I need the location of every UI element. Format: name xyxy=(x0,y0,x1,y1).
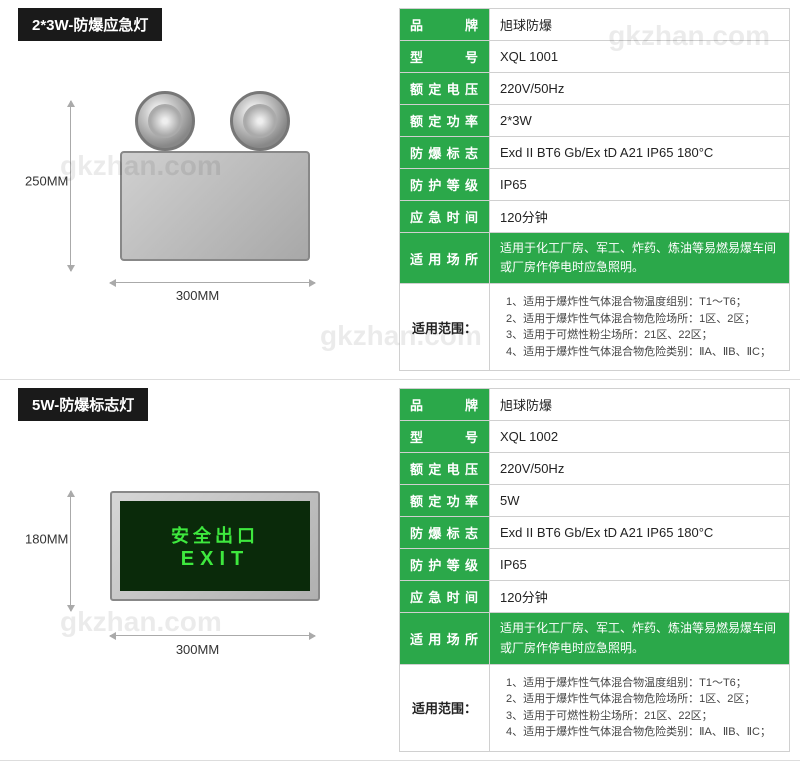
dimension-horizontal: 300MM xyxy=(176,642,219,657)
table-row: 防护等级IP65 xyxy=(400,549,790,581)
table-row: 防护等级IP65 xyxy=(400,169,790,201)
spec-value: 旭球防爆 xyxy=(490,389,790,421)
lamp-left-icon xyxy=(135,91,195,151)
spec-label: 防爆标志 xyxy=(400,137,490,169)
product-2-image-area: 180MM 安全出口 EXIT 300MM xyxy=(10,431,385,671)
spec-range: 1、适用于爆炸性气体混合物温度组别：T1～T6； 2、适用于爆炸性气体混合物危险… xyxy=(490,284,790,371)
spec-label: 额定电压 xyxy=(400,453,490,485)
arrow-vertical-icon xyxy=(70,491,71,611)
dimension-horizontal: 300MM xyxy=(176,288,219,303)
table-row: 应急时间120分钟 xyxy=(400,581,790,613)
product-2: 5W-防爆标志灯 180MM 安全出口 EXIT 300MM 品 牌旭球防爆 型… xyxy=(0,380,800,760)
range-item: 2、适用于爆炸性气体混合物危险场所：1区、2区； xyxy=(506,311,773,328)
spec-label: 应急时间 xyxy=(400,201,490,233)
spec-value: 旭球防爆 xyxy=(490,9,790,41)
spec-table-1: 品 牌旭球防爆 型 号XQL 1001 额定电压220V/50Hz 额定功率2*… xyxy=(399,8,790,371)
arrow-horizontal-icon xyxy=(110,635,315,636)
product-1-specs: 品 牌旭球防爆 型 号XQL 1001 额定电压220V/50Hz 额定功率2*… xyxy=(395,0,800,379)
product-1-left: 2*3W-防爆应急灯 250MM 300MM xyxy=(0,0,395,379)
table-row: 额定功率5W xyxy=(400,485,790,517)
spec-value: 120分钟 xyxy=(490,201,790,233)
range-item: 1、适用于爆炸性气体混合物温度组别：T1～T6； xyxy=(506,294,773,311)
spec-value-dark: 适用于化工厂房、军工、炸药、炼油等易燃易爆车间或厂房作停电时应急照明。 xyxy=(490,233,790,284)
spec-value: 2*3W xyxy=(490,105,790,137)
product-1-image-area: 250MM 300MM xyxy=(10,51,385,311)
spec-label: 应急时间 xyxy=(400,581,490,613)
spec-value: 220V/50Hz xyxy=(490,73,790,105)
spec-value: XQL 1002 xyxy=(490,421,790,453)
exit-text-en: EXIT xyxy=(181,548,249,571)
spec-label: 防护等级 xyxy=(400,169,490,201)
range-item: 4、适用于爆炸性气体混合物危险类别：ⅡA、ⅡB、ⅡC； xyxy=(506,344,773,361)
spec-value: 5W xyxy=(490,485,790,517)
exit-sign-illustration: 安全出口 EXIT xyxy=(110,491,320,601)
exit-panel: 安全出口 EXIT xyxy=(120,501,310,591)
range-list: 1、适用于爆炸性气体混合物温度组别：T1～T6； 2、适用于爆炸性气体混合物危险… xyxy=(500,290,779,364)
spec-value: 220V/50Hz xyxy=(490,453,790,485)
range-item: 3、适用于可燃性粉尘场所：21区、22区； xyxy=(506,327,773,344)
table-row: 防爆标志Exd II BT6 Gb/Ex tD A21 IP65 180°C xyxy=(400,137,790,169)
arrow-horizontal-icon xyxy=(110,282,315,283)
product-2-title: 5W-防爆标志灯 xyxy=(18,388,148,421)
spec-value-dark: 适用于化工厂房、军工、炸药、炼油等易燃易爆车间或厂房作停电时应急照明。 xyxy=(490,613,790,664)
range-item: 4、适用于爆炸性气体混合物危险类别：ⅡA、ⅡB、ⅡC； xyxy=(506,724,773,741)
table-row: 适用场所适用于化工厂房、军工、炸药、炼油等易燃易爆车间或厂房作停电时应急照明。 xyxy=(400,233,790,284)
product-2-left: 5W-防爆标志灯 180MM 安全出口 EXIT 300MM xyxy=(0,380,395,759)
product-1-title: 2*3W-防爆应急灯 xyxy=(18,8,162,41)
spec-label: 品 牌 xyxy=(400,9,490,41)
table-row: 品 牌旭球防爆 xyxy=(400,389,790,421)
spec-label-range: 适用范围： xyxy=(400,284,490,371)
spec-table-2: 品 牌旭球防爆 型 号XQL 1002 额定电压220V/50Hz 额定功率5W… xyxy=(399,388,790,751)
table-row: 应急时间120分钟 xyxy=(400,201,790,233)
spec-value: Exd II BT6 Gb/Ex tD A21 IP65 180°C xyxy=(490,137,790,169)
range-item: 2、适用于爆炸性气体混合物危险场所：1区、2区； xyxy=(506,691,773,708)
spec-label-range: 适用范围： xyxy=(400,664,490,751)
spec-label: 额定功率 xyxy=(400,485,490,517)
spec-label: 型 号 xyxy=(400,421,490,453)
spec-value: 120分钟 xyxy=(490,581,790,613)
spec-label: 适用场所 xyxy=(400,613,490,664)
range-item: 3、适用于可燃性粉尘场所：21区、22区； xyxy=(506,708,773,725)
spec-label: 型 号 xyxy=(400,41,490,73)
arrow-vertical-icon xyxy=(70,101,71,271)
spec-label: 额定电压 xyxy=(400,73,490,105)
table-row: 型 号XQL 1001 xyxy=(400,41,790,73)
spec-label: 额定功率 xyxy=(400,105,490,137)
range-item: 1、适用于爆炸性气体混合物温度组别：T1～T6； xyxy=(506,675,773,692)
spec-range: 1、适用于爆炸性气体混合物温度组别：T1～T6； 2、适用于爆炸性气体混合物危险… xyxy=(490,664,790,751)
range-list: 1、适用于爆炸性气体混合物温度组别：T1～T6； 2、适用于爆炸性气体混合物危险… xyxy=(500,671,779,745)
dimension-vertical: 250MM xyxy=(25,174,68,189)
exit-text-cn: 安全出口 xyxy=(171,522,259,548)
dimension-vertical: 180MM xyxy=(25,532,68,547)
table-row: 适用范围： 1、适用于爆炸性气体混合物温度组别：T1～T6； 2、适用于爆炸性气… xyxy=(400,664,790,751)
table-row: 额定电压220V/50Hz xyxy=(400,453,790,485)
table-row: 额定功率2*3W xyxy=(400,105,790,137)
spec-label: 适用场所 xyxy=(400,233,490,284)
table-row: 额定电压220V/50Hz xyxy=(400,73,790,105)
device-illustration xyxy=(100,81,330,271)
product-1: 2*3W-防爆应急灯 250MM 300MM 品 牌旭球防爆 型 号XQL 10… xyxy=(0,0,800,380)
table-row: 适用范围： 1、适用于爆炸性气体混合物温度组别：T1～T6； 2、适用于爆炸性气… xyxy=(400,284,790,371)
spec-value: XQL 1001 xyxy=(490,41,790,73)
device-body-icon xyxy=(120,151,310,261)
product-2-specs: 品 牌旭球防爆 型 号XQL 1002 额定电压220V/50Hz 额定功率5W… xyxy=(395,380,800,759)
spec-value: IP65 xyxy=(490,549,790,581)
spec-value: Exd II BT6 Gb/Ex tD A21 IP65 180°C xyxy=(490,517,790,549)
spec-label: 防护等级 xyxy=(400,549,490,581)
table-row: 防爆标志Exd II BT6 Gb/Ex tD A21 IP65 180°C xyxy=(400,517,790,549)
table-row: 型 号XQL 1002 xyxy=(400,421,790,453)
spec-value: IP65 xyxy=(490,169,790,201)
table-row: 品 牌旭球防爆 xyxy=(400,9,790,41)
spec-label: 防爆标志 xyxy=(400,517,490,549)
lamp-right-icon xyxy=(230,91,290,151)
table-row: 适用场所适用于化工厂房、军工、炸药、炼油等易燃易爆车间或厂房作停电时应急照明。 xyxy=(400,613,790,664)
spec-label: 品 牌 xyxy=(400,389,490,421)
